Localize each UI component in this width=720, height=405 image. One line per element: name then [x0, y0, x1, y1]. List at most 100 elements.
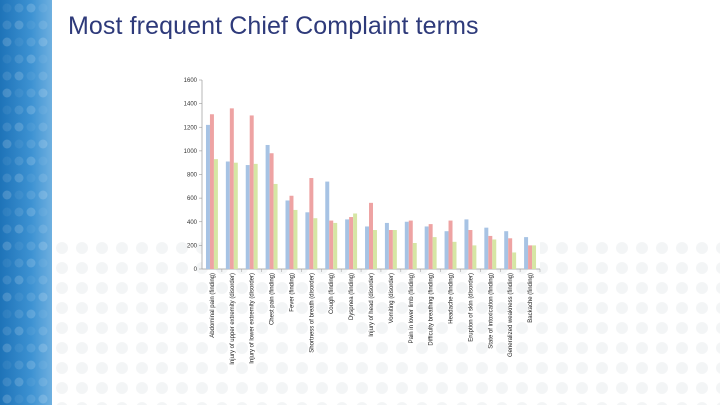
decor-dot [38, 190, 48, 200]
decor-dot [396, 282, 408, 294]
decor-dot [456, 282, 468, 294]
decor-dot [716, 302, 720, 314]
decor-dot [76, 342, 88, 354]
decor-dot [456, 342, 468, 354]
decor-dot [696, 382, 708, 394]
bar-series-1 [285, 200, 290, 269]
decor-dot [176, 242, 188, 254]
decor-dot [556, 282, 568, 294]
x-tick-label: Eruption of skin (disorder) [468, 273, 474, 342]
decor-dot [656, 302, 668, 314]
y-tick-label: 1600 [184, 78, 198, 84]
decor-dot [14, 224, 24, 234]
decor-dot [636, 342, 648, 354]
decor-dot [376, 362, 388, 374]
decor-dot [116, 402, 128, 405]
decor-dot [96, 262, 108, 274]
decor-dot [476, 282, 488, 294]
decor-dot [236, 342, 248, 354]
decor-dot [156, 322, 168, 334]
decor-dot [616, 242, 628, 254]
decor-dot [556, 262, 568, 274]
y-tick-label: 200 [187, 243, 198, 249]
decor-dot [476, 342, 488, 354]
decor-dot [696, 362, 708, 374]
decor-dot [676, 382, 688, 394]
decor-dot [56, 342, 68, 354]
decor-dot [14, 343, 24, 353]
decor-dot [38, 122, 48, 132]
decor-dot [156, 242, 168, 254]
decor-dot [38, 360, 48, 370]
bar-series-2 [269, 153, 274, 269]
decor-dot [296, 342, 308, 354]
decor-dot [536, 322, 548, 334]
decor-dot [316, 362, 328, 374]
decor-dot [676, 302, 688, 314]
decor-dot [576, 382, 588, 394]
decor-dot [76, 262, 88, 274]
decor-dot [26, 54, 36, 64]
decor-dot [556, 322, 568, 334]
decor-dot [2, 139, 12, 149]
x-tick-label: Chest pain (finding) [270, 273, 276, 325]
decor-dot [136, 362, 148, 374]
bar-series-2 [448, 220, 453, 269]
decor-dot [56, 262, 68, 274]
bar-series-2 [229, 108, 234, 269]
decor-dot [216, 302, 228, 314]
bar-series-2 [329, 220, 334, 269]
decor-dot [636, 262, 648, 274]
bar-series-3 [512, 252, 517, 269]
decor-dot [156, 402, 168, 405]
decor-dot [14, 258, 24, 268]
decor-dot [196, 402, 208, 405]
decor-dot [176, 282, 188, 294]
decor-dot [616, 402, 628, 405]
decor-dot [196, 282, 208, 294]
decor-dot [716, 282, 720, 294]
decor-dot [396, 322, 408, 334]
decor-dot [14, 105, 24, 115]
decor-dot [456, 322, 468, 334]
y-tick-label: 800 [187, 173, 198, 179]
bar-series-3 [492, 239, 497, 269]
decor-dot [14, 275, 24, 285]
decor-dot [2, 360, 12, 370]
x-tick-label: Cough (finding) [329, 273, 335, 314]
decor-dot [716, 242, 720, 254]
decor-dot [616, 262, 628, 274]
decor-dot [376, 302, 388, 314]
decor-dot [596, 302, 608, 314]
decor-dot [116, 282, 128, 294]
decor-dot [676, 262, 688, 274]
decor-dot [556, 362, 568, 374]
decor-dot [396, 362, 408, 374]
decor-dot [76, 382, 88, 394]
decor-dot [216, 402, 228, 405]
bar-series-2 [249, 115, 254, 269]
decor-dot [216, 322, 228, 334]
page-title: Most frequent Chief Complaint terms [68, 12, 479, 40]
decor-dot [296, 382, 308, 394]
decor-dot [96, 382, 108, 394]
decor-dot [14, 156, 24, 166]
decor-dot [136, 342, 148, 354]
decorative-sidebar [0, 0, 52, 405]
x-tick-label: Backache (finding) [528, 273, 534, 323]
y-tick-label: 400 [187, 220, 198, 226]
bar-series-1 [444, 231, 449, 269]
decor-dot [14, 54, 24, 64]
decor-dot [14, 309, 24, 319]
decor-dot [2, 173, 12, 183]
decor-dot [476, 382, 488, 394]
bar-series-2 [408, 220, 413, 269]
decor-dot [26, 3, 36, 13]
bar-series-3 [532, 245, 537, 270]
bar-series-3 [253, 163, 258, 269]
decor-dot [96, 322, 108, 334]
x-tick-label: Difficulty breathing (finding) [429, 273, 435, 346]
decor-dot [136, 282, 148, 294]
decor-dot [136, 322, 148, 334]
decor-dot [556, 382, 568, 394]
